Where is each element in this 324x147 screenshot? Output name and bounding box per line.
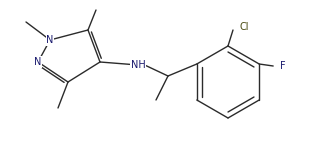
Text: F: F bbox=[280, 61, 286, 71]
Text: NH: NH bbox=[131, 60, 145, 70]
Text: Cl: Cl bbox=[239, 22, 249, 32]
Text: N: N bbox=[46, 35, 54, 45]
Text: N: N bbox=[34, 57, 42, 67]
